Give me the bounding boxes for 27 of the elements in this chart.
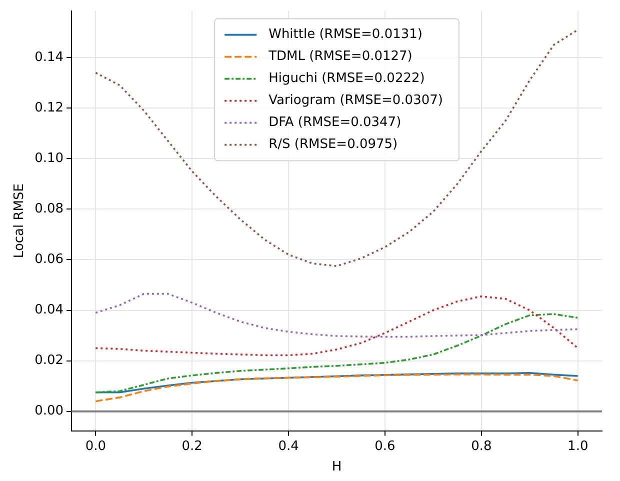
x-tick-label: 0.6 xyxy=(374,438,396,454)
x-tick-label: 0.0 xyxy=(85,438,106,454)
line-series xyxy=(94,295,579,356)
y-tick-label: 0.00 xyxy=(34,404,64,419)
line-series xyxy=(94,292,579,338)
y-tick-label: 0.10 xyxy=(34,151,64,166)
line-series xyxy=(94,374,579,402)
y-tick-label: 0.02 xyxy=(34,353,64,368)
y-tick-label: 0.12 xyxy=(34,100,64,116)
x-tick-label: 0.4 xyxy=(278,438,299,454)
y-tick-label: 0.08 xyxy=(34,202,64,217)
x-tick-label: 0.2 xyxy=(182,438,202,454)
legend-label: Whittle (RMSE=0.0131) xyxy=(268,27,422,42)
legend-label: Higuchi (RMSE=0.0222) xyxy=(268,71,425,86)
x-tick-label: 0.8 xyxy=(471,438,492,454)
legend-label: R/S (RMSE=0.0975) xyxy=(268,137,398,152)
line-series xyxy=(94,28,579,267)
y-axis-title: Local RMSE xyxy=(12,184,28,258)
legend-label: TDML (RMSE=0.0127) xyxy=(268,49,412,64)
y-tick-label: 0.14 xyxy=(34,50,64,65)
y-tick-label: 0.06 xyxy=(34,252,64,268)
legend-label: DFA (RMSE=0.0347) xyxy=(268,115,402,130)
y-tick-label: 0.04 xyxy=(34,302,64,318)
x-axis-title: H xyxy=(332,460,342,475)
line-series xyxy=(94,313,579,394)
legend-label: Variogram (RMSE=0.0307) xyxy=(268,93,443,108)
x-tick-label: 1.0 xyxy=(568,438,588,454)
